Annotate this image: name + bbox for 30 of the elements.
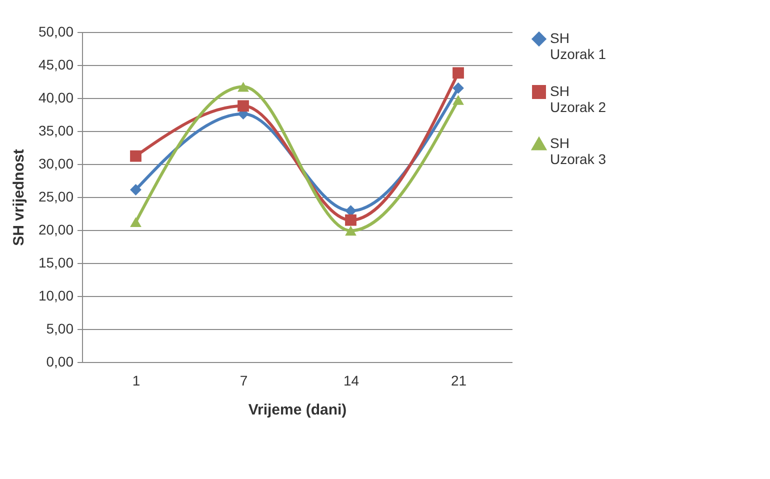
point xyxy=(130,217,142,228)
y-tick-label: 20,00 xyxy=(38,222,74,238)
x-tick-label: 7 xyxy=(240,372,248,388)
x-axis-title: Vrijeme (dani) xyxy=(248,402,347,418)
legend-label: SH Uzorak 3 xyxy=(550,135,606,167)
y-tick-label: 5,00 xyxy=(46,320,74,336)
y-tick-label: 50,00 xyxy=(38,24,74,40)
y-tick-label: 25,00 xyxy=(38,188,74,204)
point xyxy=(452,67,464,79)
y-tick-label: 15,00 xyxy=(38,254,74,270)
y-axis-title: SH vrijednost xyxy=(10,149,28,246)
x-tick-label: 21 xyxy=(450,372,467,388)
point xyxy=(130,184,142,196)
y-tick-label: 45,00 xyxy=(38,56,74,72)
y-tick-label: 0,00 xyxy=(46,354,74,370)
point xyxy=(238,82,249,92)
x-tick-label: 1 xyxy=(132,372,140,388)
y-tick-label: 40,00 xyxy=(38,90,74,106)
y-tick-label: 35,00 xyxy=(38,122,74,138)
point xyxy=(238,100,249,112)
point xyxy=(452,95,464,105)
point xyxy=(130,150,142,162)
point xyxy=(452,82,464,94)
legend-label: SH Uzorak 2 xyxy=(550,83,606,115)
y-tick-label: 30,00 xyxy=(38,156,74,172)
x-tick-label: 14 xyxy=(343,372,360,388)
point xyxy=(345,226,356,236)
point xyxy=(345,214,356,226)
y-tick-label: 10,00 xyxy=(38,288,74,304)
legend-label: SH Uzorak 1 xyxy=(550,30,606,62)
